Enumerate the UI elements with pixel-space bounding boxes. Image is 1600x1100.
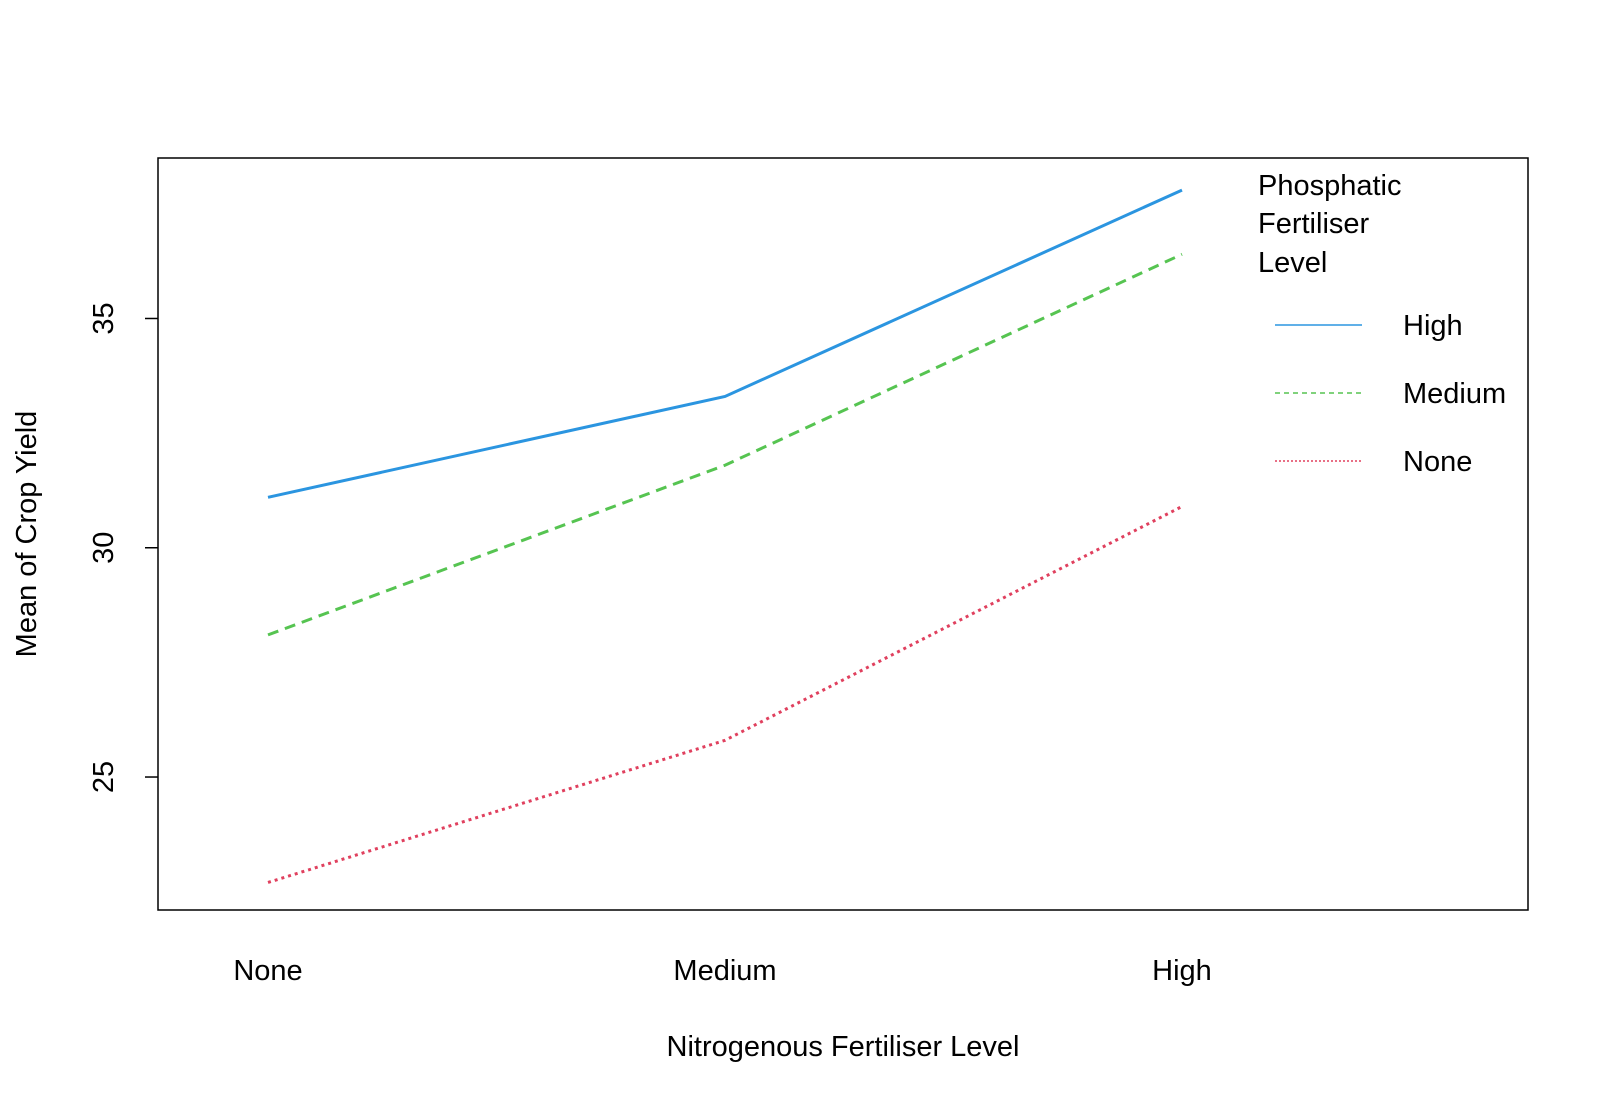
x-tick-label-high: High: [1152, 955, 1212, 987]
y-tick-label-25: 25: [88, 761, 120, 793]
legend: Phosphatic Fertiliser Level High Medium No…: [1258, 170, 1506, 478]
series-line-medium: [267, 252, 1183, 637]
series-line-high: [267, 188, 1183, 499]
x-tick-label-medium: Medium: [673, 955, 776, 987]
legend-title-line-1: Phosphatic: [1258, 170, 1402, 202]
x-axis-title: Nitrogenous Fertiliser Level: [667, 1031, 1020, 1063]
y-tick-label-35: 35: [88, 302, 120, 334]
legend-label-high: High: [1403, 310, 1463, 342]
y-axis-title: Mean of Crop Yield: [11, 411, 43, 658]
legend-items: High Medium None: [1275, 310, 1506, 478]
y-axis: 25 30 35: [88, 302, 158, 793]
y-tick-label-30: 30: [88, 532, 120, 564]
legend-title-line-3: Level: [1258, 247, 1327, 279]
series-line-none: [267, 505, 1183, 884]
plot-frame: [157, 157, 1529, 911]
legend-title-line-2: Fertiliser: [1258, 208, 1370, 240]
legend-label-medium: Medium: [1403, 378, 1506, 410]
legend-label-none: None: [1403, 446, 1472, 478]
x-axis-tick-labels: None Medium High: [233, 955, 1211, 987]
x-tick-label-none: None: [233, 955, 302, 987]
series-lines: [267, 188, 1183, 884]
